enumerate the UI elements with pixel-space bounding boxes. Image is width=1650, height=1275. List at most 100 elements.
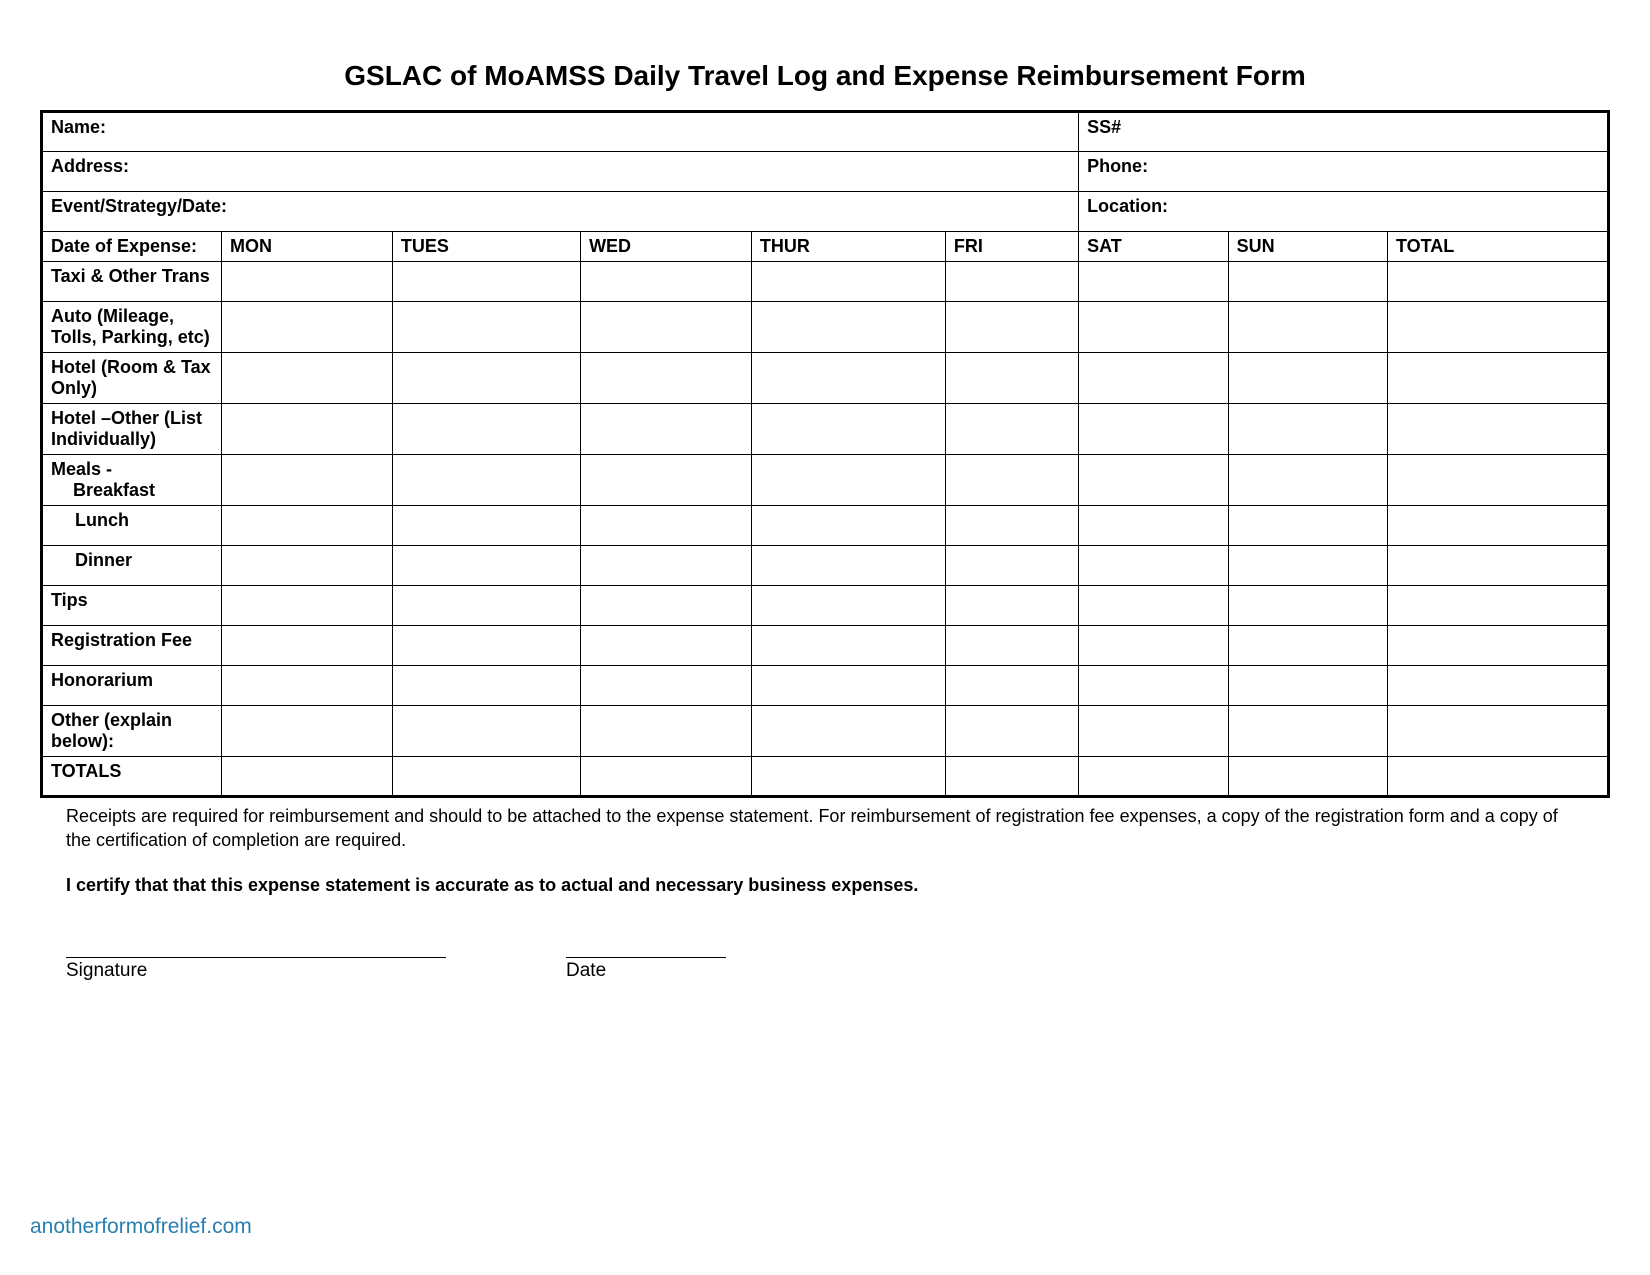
header-right-cell[interactable]: SS# — [1079, 112, 1609, 152]
expense-cell[interactable] — [581, 404, 752, 455]
signature-line[interactable] — [66, 956, 446, 958]
expense-cell[interactable] — [751, 706, 945, 757]
expense-cell[interactable] — [1228, 666, 1387, 706]
expense-cell[interactable] — [581, 262, 752, 302]
expense-cell[interactable] — [945, 262, 1078, 302]
expense-cell[interactable] — [751, 546, 945, 586]
expense-cell[interactable] — [1387, 302, 1608, 353]
expense-cell[interactable] — [1387, 262, 1608, 302]
expense-cell[interactable] — [1228, 404, 1387, 455]
header-left-cell[interactable]: Address: — [42, 152, 1079, 192]
expense-cell[interactable] — [945, 302, 1078, 353]
expense-cell[interactable] — [392, 586, 580, 626]
expense-cell[interactable] — [945, 546, 1078, 586]
expense-cell[interactable] — [392, 757, 580, 797]
expense-cell[interactable] — [751, 666, 945, 706]
expense-cell[interactable] — [1228, 302, 1387, 353]
expense-cell[interactable] — [581, 757, 752, 797]
expense-cell[interactable] — [1387, 586, 1608, 626]
expense-cell[interactable] — [1079, 302, 1229, 353]
expense-cell[interactable] — [222, 546, 393, 586]
expense-cell[interactable] — [1079, 626, 1229, 666]
expense-cell[interactable] — [392, 302, 580, 353]
expense-cell[interactable] — [1228, 586, 1387, 626]
expense-cell[interactable] — [392, 506, 580, 546]
expense-cell[interactable] — [1387, 706, 1608, 757]
expense-cell[interactable] — [1079, 353, 1229, 404]
date-line[interactable] — [566, 956, 726, 958]
expense-cell[interactable] — [1387, 546, 1608, 586]
expense-cell[interactable] — [751, 302, 945, 353]
expense-cell[interactable] — [392, 706, 580, 757]
expense-cell[interactable] — [581, 706, 752, 757]
expense-cell[interactable] — [392, 546, 580, 586]
expense-cell[interactable] — [1228, 506, 1387, 546]
header-right-cell[interactable]: Phone: — [1079, 152, 1609, 192]
expense-cell[interactable] — [1387, 757, 1608, 797]
expense-cell[interactable] — [1079, 586, 1229, 626]
expense-cell[interactable] — [392, 262, 580, 302]
expense-cell[interactable] — [1079, 455, 1229, 506]
expense-cell[interactable] — [222, 455, 393, 506]
expense-cell[interactable] — [1387, 506, 1608, 546]
expense-cell[interactable] — [1228, 353, 1387, 404]
expense-cell[interactable] — [581, 666, 752, 706]
expense-cell[interactable] — [1079, 706, 1229, 757]
expense-cell[interactable] — [945, 706, 1078, 757]
expense-cell[interactable] — [751, 626, 945, 666]
expense-cell[interactable] — [392, 626, 580, 666]
expense-cell[interactable] — [222, 757, 393, 797]
expense-cell[interactable] — [1228, 262, 1387, 302]
expense-cell[interactable] — [1228, 706, 1387, 757]
expense-cell[interactable] — [751, 262, 945, 302]
expense-cell[interactable] — [945, 404, 1078, 455]
expense-cell[interactable] — [1387, 353, 1608, 404]
expense-cell[interactable] — [581, 302, 752, 353]
expense-cell[interactable] — [1079, 404, 1229, 455]
header-left-cell[interactable]: Name: — [42, 112, 1079, 152]
expense-cell[interactable] — [751, 353, 945, 404]
expense-cell[interactable] — [1228, 626, 1387, 666]
expense-cell[interactable] — [1079, 506, 1229, 546]
expense-cell[interactable] — [222, 353, 393, 404]
expense-cell[interactable] — [581, 586, 752, 626]
expense-cell[interactable] — [581, 506, 752, 546]
expense-cell[interactable] — [945, 626, 1078, 666]
expense-cell[interactable] — [1228, 546, 1387, 586]
expense-cell[interactable] — [222, 626, 393, 666]
expense-cell[interactable] — [945, 586, 1078, 626]
expense-cell[interactable] — [751, 506, 945, 546]
expense-cell[interactable] — [222, 302, 393, 353]
expense-cell[interactable] — [581, 455, 752, 506]
expense-cell[interactable] — [1079, 262, 1229, 302]
expense-cell[interactable] — [1079, 757, 1229, 797]
expense-cell[interactable] — [945, 666, 1078, 706]
expense-cell[interactable] — [581, 546, 752, 586]
expense-cell[interactable] — [581, 626, 752, 666]
expense-cell[interactable] — [581, 353, 752, 404]
expense-cell[interactable] — [751, 404, 945, 455]
expense-cell[interactable] — [392, 353, 580, 404]
expense-cell[interactable] — [1228, 757, 1387, 797]
expense-cell[interactable] — [945, 455, 1078, 506]
expense-cell[interactable] — [222, 706, 393, 757]
expense-cell[interactable] — [222, 404, 393, 455]
expense-cell[interactable] — [1387, 404, 1608, 455]
expense-cell[interactable] — [1228, 455, 1387, 506]
expense-cell[interactable] — [1079, 546, 1229, 586]
expense-cell[interactable] — [1387, 626, 1608, 666]
expense-cell[interactable] — [392, 404, 580, 455]
expense-cell[interactable] — [945, 506, 1078, 546]
expense-cell[interactable] — [392, 455, 580, 506]
header-left-cell[interactable]: Event/Strategy/Date: — [42, 192, 1079, 232]
expense-cell[interactable] — [222, 506, 393, 546]
expense-cell[interactable] — [751, 586, 945, 626]
expense-cell[interactable] — [1387, 455, 1608, 506]
expense-cell[interactable] — [751, 757, 945, 797]
expense-cell[interactable] — [392, 666, 580, 706]
expense-cell[interactable] — [222, 586, 393, 626]
expense-cell[interactable] — [945, 757, 1078, 797]
expense-cell[interactable] — [751, 455, 945, 506]
expense-cell[interactable] — [1079, 666, 1229, 706]
expense-cell[interactable] — [222, 262, 393, 302]
